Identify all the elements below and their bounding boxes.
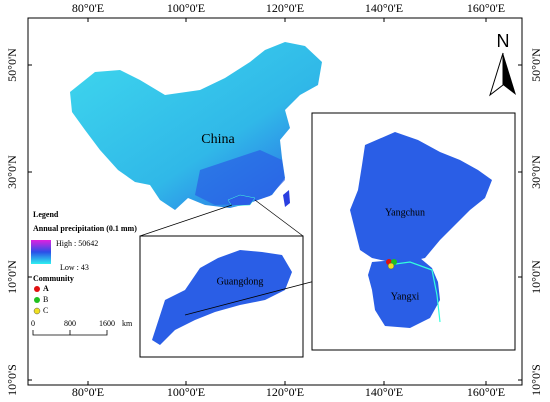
- scale-label: 1600: [99, 319, 115, 328]
- legend-community: B: [43, 295, 48, 304]
- scale-label: 0: [31, 319, 35, 328]
- north-arrow: N: [489, 31, 516, 97]
- connector: [254, 199, 304, 237]
- guangdong-map: [152, 250, 292, 345]
- legend-low: Low : 43: [60, 263, 89, 272]
- lat-label: 10°0'N: [529, 260, 543, 294]
- scale-unit: km: [122, 319, 133, 328]
- lon-label: 140°0'E: [365, 385, 403, 399]
- lat-label: 10°0'S: [5, 364, 19, 396]
- province-label: Guangdong: [217, 276, 264, 287]
- north-label: N: [497, 31, 510, 51]
- legend-community-title: Community: [33, 274, 74, 283]
- scale-bar: [32, 330, 108, 336]
- lon-label: 160°0'E: [467, 385, 505, 399]
- lon-label: 140°0'E: [365, 1, 403, 15]
- lon-label: 120°0'E: [266, 1, 304, 15]
- lat-label: 50°0'N: [5, 48, 19, 82]
- lon-label: 80°0'E: [72, 385, 104, 399]
- graticule: 80°0'E 80°0'E 100°0'E 100°0'E 120°0'E 120°0'E…: [5, 1, 543, 399]
- scale-label: 800: [64, 319, 76, 328]
- river: [387, 261, 441, 323]
- legend-title: Legend: [33, 210, 59, 219]
- legend-dot: [33, 307, 41, 315]
- south-china: [195, 150, 285, 205]
- legend-community: A: [43, 284, 49, 293]
- lat-label: 10°0'N: [5, 260, 19, 294]
- lat-label: 30°0'N: [529, 155, 543, 189]
- lon-label: 80°0'E: [72, 1, 104, 15]
- legend-variable: Annual precipitation (0.1 mm): [33, 224, 137, 233]
- lat-label: 10°0'S: [529, 364, 543, 396]
- lon-label: 100°0'E: [167, 385, 205, 399]
- county-label: Yangxi: [391, 291, 420, 302]
- legend-dot: [34, 286, 40, 292]
- community-c: [387, 262, 395, 270]
- legend-ramp: [31, 240, 51, 264]
- country-label: China: [201, 132, 235, 147]
- lon-label: 100°0'E: [167, 1, 205, 15]
- lat-label: 30°0'N: [5, 155, 19, 189]
- legend-community: C: [43, 306, 48, 315]
- lon-label: 120°0'E: [266, 385, 304, 399]
- connector: [139, 204, 233, 237]
- yangchun-map: [350, 132, 492, 262]
- lat-label: 50°0'N: [529, 48, 543, 82]
- legend-high: High : 50642: [56, 239, 98, 248]
- county-label: Yangchun: [385, 207, 425, 218]
- north-arrow-right: [503, 53, 516, 95]
- lon-label: 160°0'E: [467, 1, 505, 15]
- legend-dot: [34, 297, 40, 303]
- taiwan: [283, 190, 290, 207]
- yangxi-map: [368, 258, 440, 328]
